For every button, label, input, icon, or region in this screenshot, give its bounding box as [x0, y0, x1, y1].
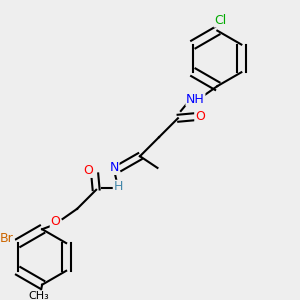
Text: Cl: Cl: [214, 14, 226, 27]
Text: O: O: [83, 164, 93, 177]
Text: O: O: [50, 215, 60, 228]
Text: H: H: [113, 180, 123, 194]
Text: O: O: [195, 110, 205, 123]
Text: Br: Br: [0, 232, 14, 245]
Text: N: N: [110, 161, 119, 174]
Text: NH: NH: [186, 93, 205, 106]
Text: CH₃: CH₃: [29, 291, 50, 300]
